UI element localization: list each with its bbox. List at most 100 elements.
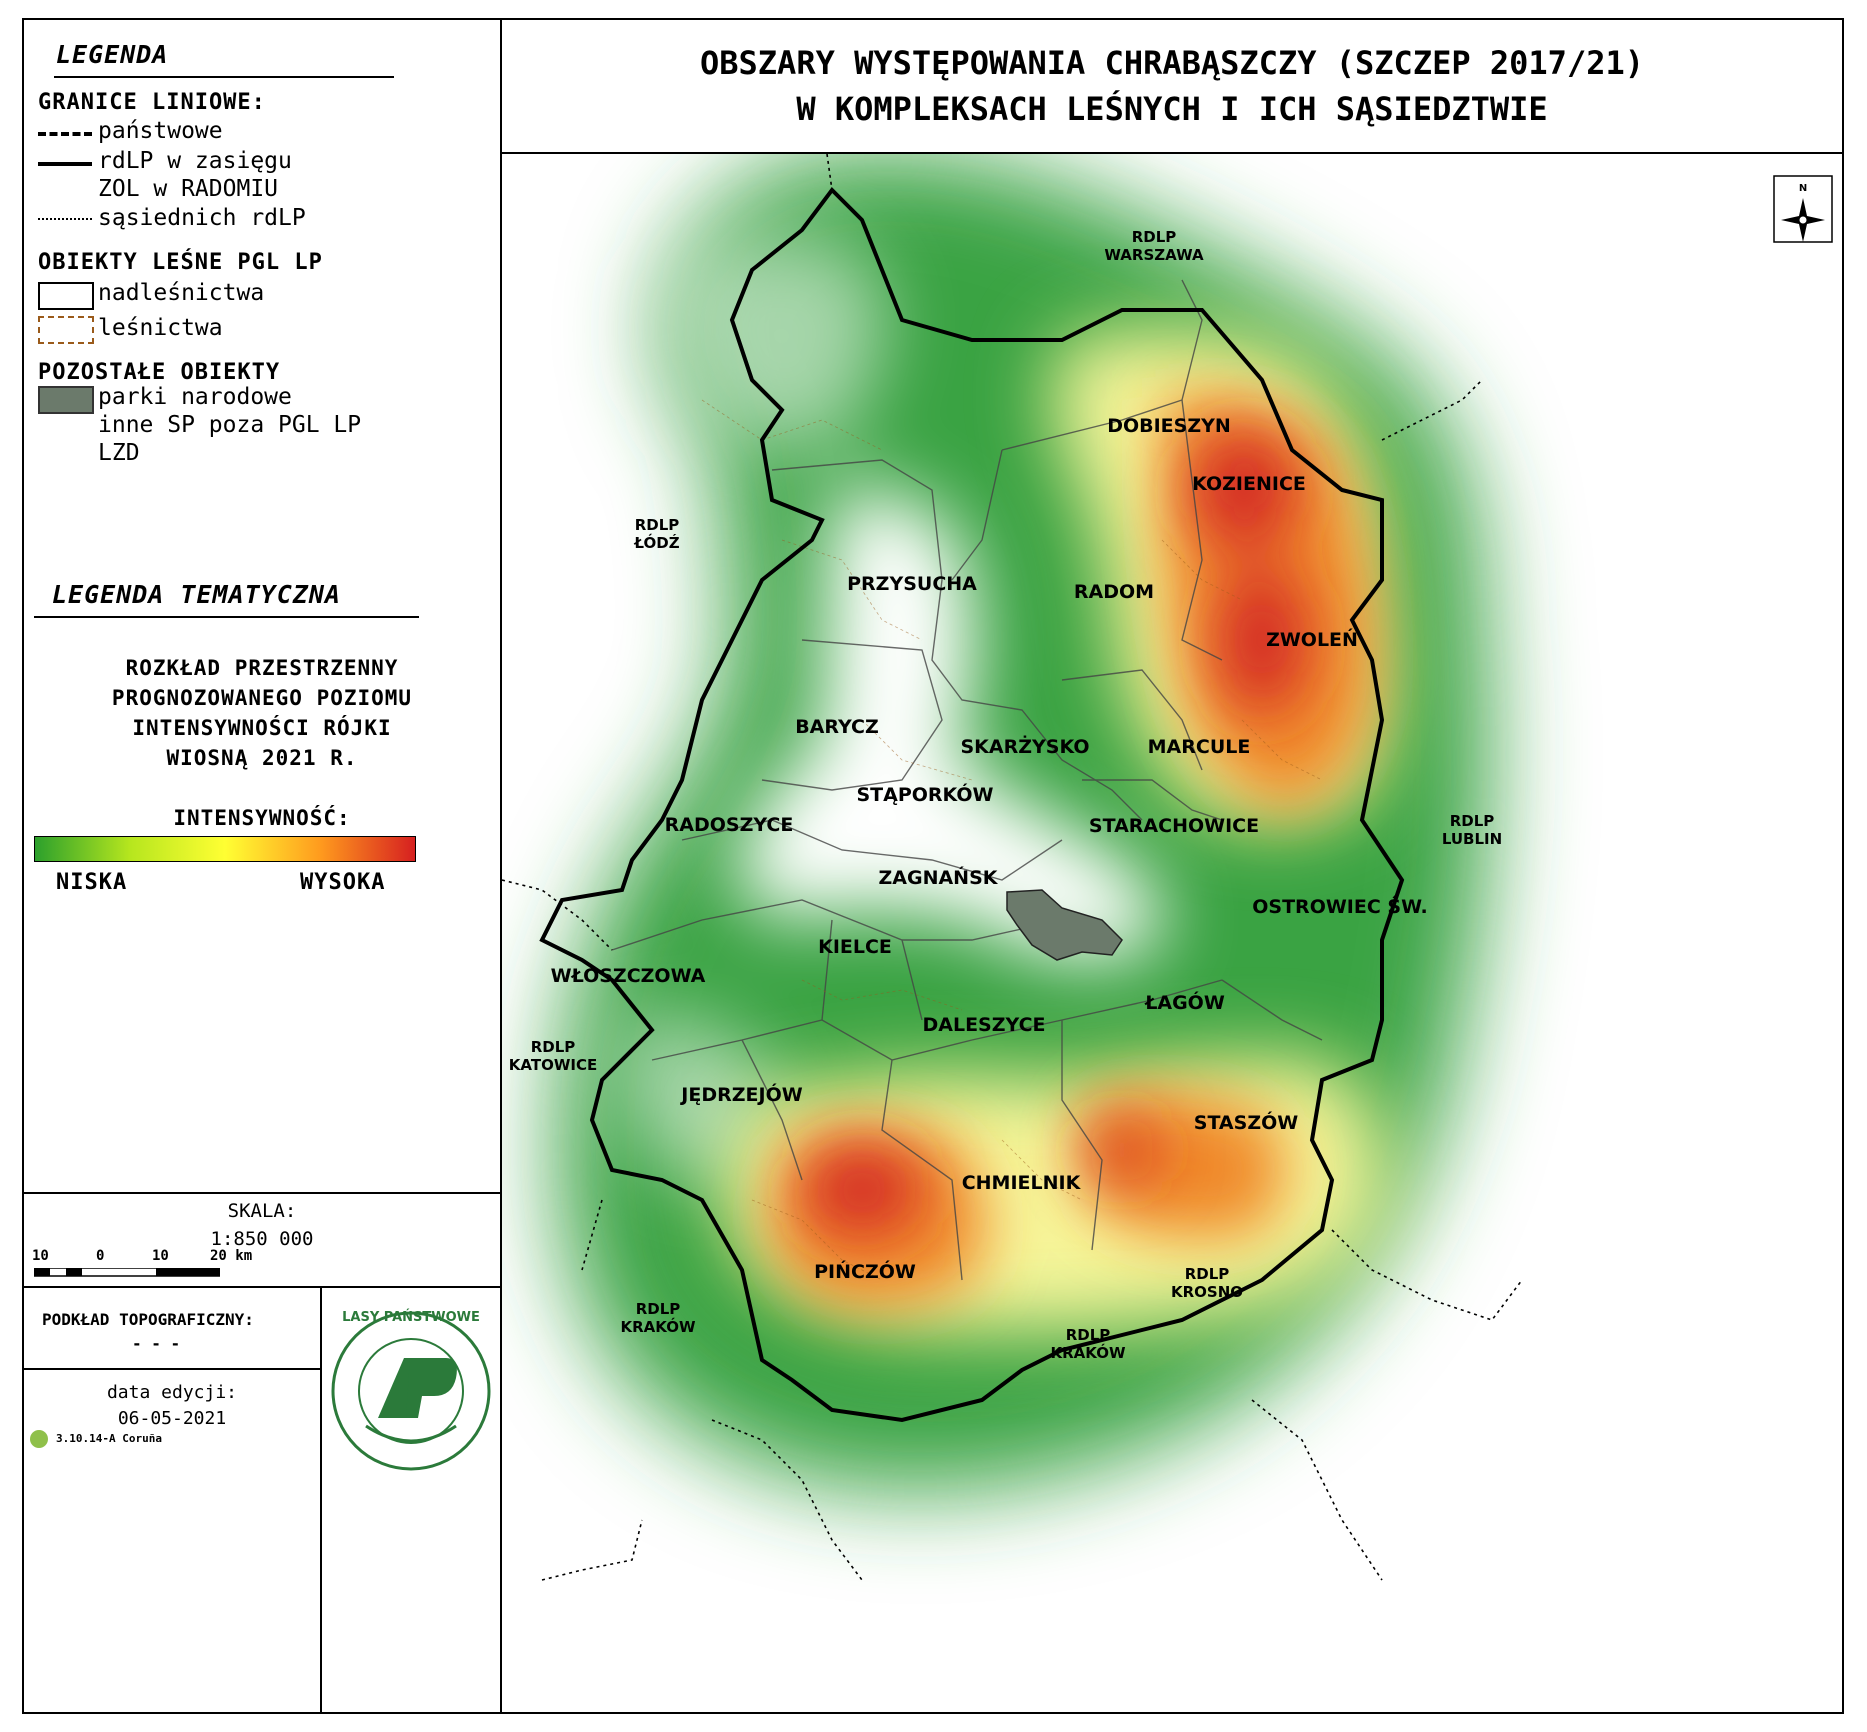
neighbour-rdlp-label: LUBLIN <box>1442 830 1502 848</box>
thematic-desc-4: WIOSNĄ 2021 R. <box>166 746 358 770</box>
forest-group-label: OBIEKTY LEŚNE PGL LP <box>38 250 323 275</box>
state-border-symbol <box>38 132 92 136</box>
district-labels: DOBIESZYN KOZIENICE PRZYSUCHA RADOM ZWOLEŃ BA… <box>509 228 1502 1362</box>
district-label: MARCULE <box>1148 736 1251 758</box>
rdlp-border-symbol <box>38 162 92 166</box>
state-border-label: państwowe <box>98 118 223 144</box>
map-title-line-2: W KOMPLEKSACH LEŚNYCH I ICH SĄSIEDZTWIE <box>796 90 1548 128</box>
thematic-desc-2: PROGNOZOWANEGO POZIOMU <box>111 686 413 710</box>
date-divider <box>24 1368 320 1370</box>
other-sp-label: inne SP poza PGL LP <box>98 412 362 438</box>
neighbour-rdlp-label: RDLP <box>636 1300 681 1318</box>
district-label: ŁAGÓW <box>1144 990 1225 1014</box>
district-label: KIELCE <box>818 936 892 958</box>
topo-value: - - - <box>132 1334 181 1353</box>
forest-range-swatch <box>38 316 94 344</box>
topo-label: PODKŁAD TOPOGRAFICZNY: <box>42 1310 254 1329</box>
software-version: 3.10.14-A Coruña <box>56 1432 162 1445</box>
district-label: ZWOLEŃ <box>1266 628 1358 651</box>
heatmap-map: DOBIESZYN KOZIENICE PRZYSUCHA RADOM ZWOLEŃ BA… <box>502 154 1833 1581</box>
date-value: 06-05-2021 <box>117 1408 227 1429</box>
district-label: RADOSZYCE <box>665 814 794 836</box>
district-label: RADOM <box>1074 581 1154 603</box>
district-boundaries <box>611 279 1323 1281</box>
forest-range-label: leśnictwa <box>98 315 223 341</box>
neighbour-rdlp-label: RDLP <box>1185 1265 1230 1283</box>
map-area: OBSZARY WYSTĘPOWANIA CHRABĄSZCZY (SZCZEP… <box>502 20 1842 1712</box>
date-label: data edycji: <box>106 1382 238 1403</box>
scale-divider <box>24 1192 500 1194</box>
intensity-high-label: WYSOKA <box>300 870 386 895</box>
neighbour-border-label: sąsiednich rdLP <box>98 205 306 231</box>
legend-panel: LEGENDA GRANICE LINIOWE: państwowe rdLP … <box>24 20 502 1714</box>
scale-tick-3: 10 <box>152 1248 169 1264</box>
neighbour-border-symbol <box>38 218 92 220</box>
thematic-desc-1: ROZKŁAD PRZESTRZENNY <box>125 656 399 680</box>
footer-vertical-divider <box>320 1286 322 1714</box>
neighbour-rdlp-label: RDLP <box>1066 1326 1111 1344</box>
legend-heading: LEGENDA <box>56 40 169 69</box>
map-title-line-1: OBSZARY WYSTĘPOWANIA CHRABĄSZCZY (SZCZEP… <box>699 44 1644 82</box>
lines-group-label: GRANICE LINIOWE: <box>38 90 266 115</box>
district-label: DALESZYCE <box>922 1014 1045 1036</box>
neighbour-rdlp-label: KRAKÓW <box>620 1317 695 1336</box>
footer-divider <box>24 1286 500 1288</box>
district-label: PIŃCZÓW <box>814 1259 916 1283</box>
thematic-desc-3: INTENSYWNOŚCI RÓJKI <box>132 716 392 740</box>
neighbour-rdlp-label: RDLP <box>635 516 680 534</box>
lzd-label: LZD <box>98 440 140 466</box>
forest-district-label: nadleśnictwa <box>98 280 265 306</box>
national-park-area <box>1006 889 1123 961</box>
map-frame: LEGENDA GRANICE LINIOWE: państwowe rdLP … <box>22 18 1844 1714</box>
national-park-swatch <box>38 386 94 414</box>
neighbour-rdlp-label: ŁÓDŹ <box>633 533 679 552</box>
district-label: PRZYSUCHA <box>847 573 977 595</box>
thematic-underline <box>34 616 419 618</box>
north-arrow: N <box>1773 175 1833 243</box>
rdlp-radom-boundary <box>539 186 1405 1423</box>
district-label: ZAGNAŃSK <box>879 866 999 889</box>
district-label: OSTROWIEC ŚW. <box>1252 894 1427 918</box>
neighbour-boundaries <box>502 154 1523 1581</box>
neighbour-rdlp-label: KATOWICE <box>509 1056 597 1074</box>
legend-underline <box>54 76 394 78</box>
neighbour-rdlp-label: RDLP <box>531 1038 576 1056</box>
rdlp-border-label-2: ZOL w RADOMIU <box>98 176 279 202</box>
logo-text: LASY PAŃSTWOWE <box>342 1310 480 1325</box>
intensity-low-label: NISKA <box>56 870 128 895</box>
scale-bar <box>34 1268 220 1277</box>
thematic-heading: LEGENDA TEMATYCZNA <box>52 580 341 609</box>
heat-peak-layer <box>802 430 1307 1235</box>
lasy-panstwowe-logo <box>331 1311 491 1471</box>
forest-district-swatch <box>38 282 94 310</box>
scale-tick-2: 0 <box>96 1248 105 1264</box>
scale-ratio: 1:850 000 <box>210 1228 314 1250</box>
scale-label: SKALA: <box>227 1200 297 1222</box>
qgis-icon <box>30 1430 48 1448</box>
intensity-label: INTENSYWNOŚĆ: <box>173 806 351 830</box>
neighbour-rdlp-label: WARSZAWA <box>1104 246 1204 264</box>
other-group-label: POZOSTAŁE OBIEKTY <box>38 360 281 385</box>
district-label: SKARŻYSKO <box>961 734 1090 758</box>
district-label: WŁOSZCZOWA <box>551 965 706 987</box>
district-label: CHMIELNIK <box>962 1172 1082 1194</box>
district-label: JĘDRZEJÓW <box>679 1082 802 1106</box>
neighbour-rdlp-label: RDLP <box>1132 228 1177 246</box>
district-label: STĄPORKÓW <box>856 782 993 806</box>
neighbour-rdlp-label: KROSNO <box>1171 1283 1243 1301</box>
north-label: N <box>1799 183 1807 194</box>
neighbour-rdlp-label: KRAKÓW <box>1050 1343 1125 1362</box>
rdlp-border-label-1: rdLP w zasięgu <box>98 148 292 174</box>
scale-tick-4: 20 km <box>210 1248 253 1264</box>
map-title: OBSZARY WYSTĘPOWANIA CHRABĄSZCZY (SZCZEP… <box>502 20 1842 154</box>
national-park-label: parki narodowe <box>98 384 292 410</box>
neighbour-rdlp-label: RDLP <box>1450 812 1495 830</box>
forest-range-boundaries <box>701 399 1323 1281</box>
district-label: STASZÓW <box>1194 1110 1298 1134</box>
district-label: KOZIENICE <box>1192 473 1306 495</box>
district-label: STARACHOWICE <box>1089 815 1259 837</box>
district-label: BARYCZ <box>795 716 879 738</box>
intensity-color-ramp <box>34 836 416 862</box>
scale-tick-1: 10 <box>32 1248 49 1264</box>
district-label: DOBIESZYN <box>1107 415 1231 437</box>
